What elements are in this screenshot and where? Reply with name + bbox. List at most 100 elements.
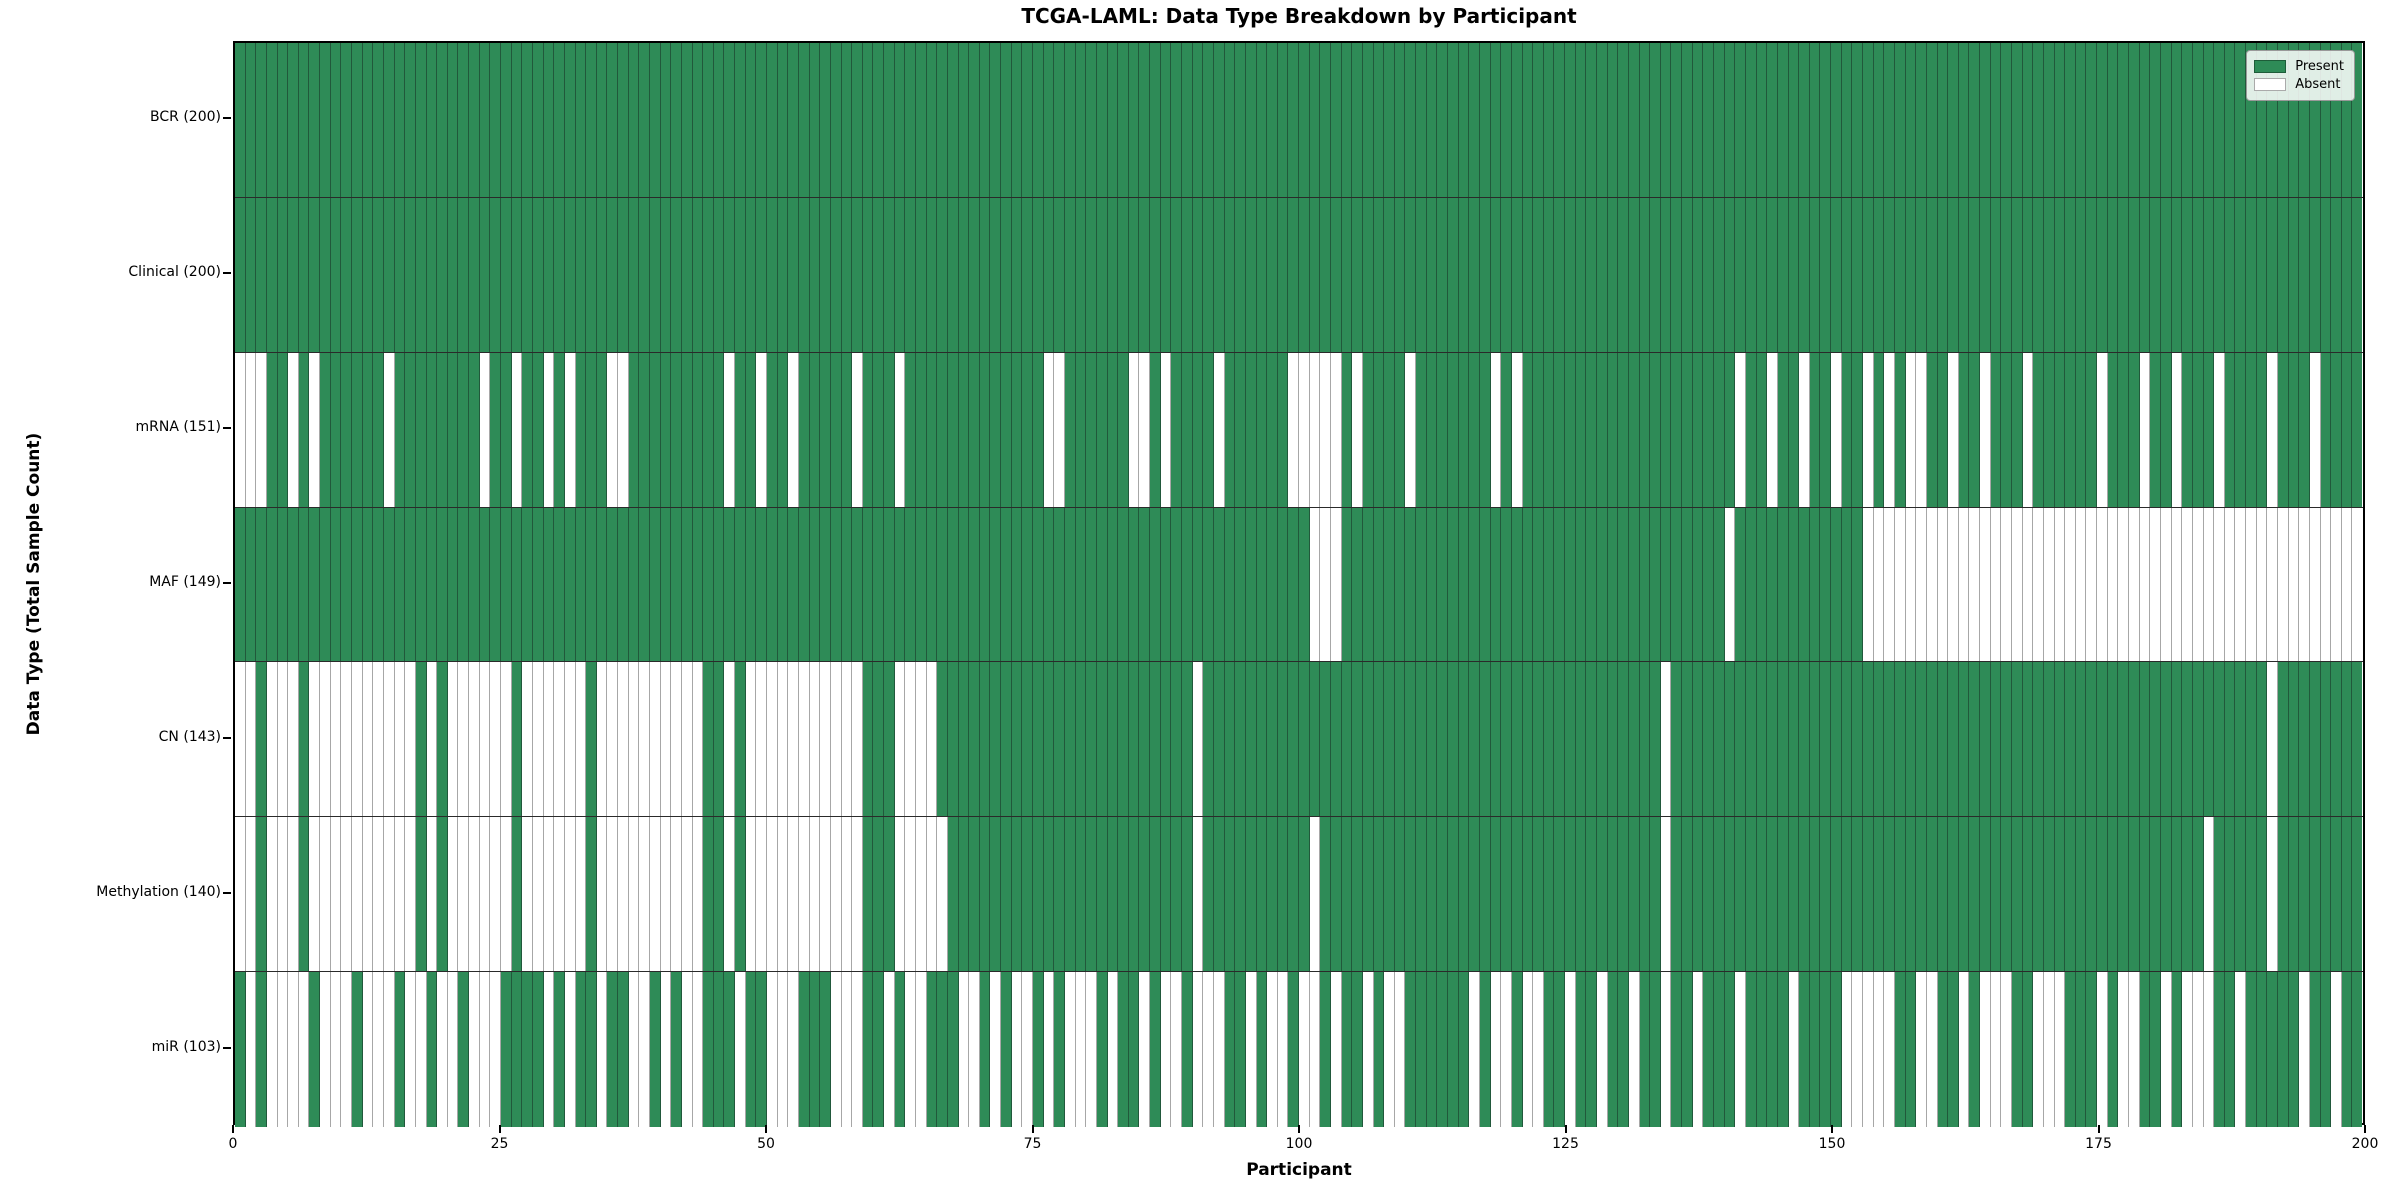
heatmap-cell <box>2022 972 2034 1127</box>
heatmap-cell <box>1171 662 1183 817</box>
heatmap-cell <box>777 817 789 972</box>
heatmap-cell <box>1990 507 2002 662</box>
heatmap-cell <box>1224 197 1236 352</box>
heatmap-cell <box>2235 972 2247 1127</box>
heatmap-cell <box>1118 197 1129 352</box>
heatmap-cell <box>649 662 661 817</box>
heatmap-cell <box>394 662 406 817</box>
heatmap-cell <box>1692 972 1704 1127</box>
heatmap-cell <box>1767 662 1778 817</box>
heatmap-cell <box>1852 352 1864 507</box>
heatmap-cell <box>352 507 363 662</box>
heatmap-cell <box>2001 972 2012 1127</box>
heatmap-cell <box>575 817 587 972</box>
heatmap-cell <box>2033 817 2044 972</box>
heatmap-cell <box>245 43 257 197</box>
heatmap-cell <box>1969 972 1981 1127</box>
heatmap-cell <box>575 197 587 352</box>
heatmap-cell <box>926 662 938 817</box>
heatmap-cell <box>1416 352 1427 507</box>
heatmap-cell <box>1054 817 1065 972</box>
heatmap-cell <box>618 972 629 1127</box>
heatmap-cell <box>1618 662 1629 817</box>
heatmap-cell <box>2320 662 2332 817</box>
heatmap-cell <box>1724 662 1736 817</box>
heatmap-cell <box>990 43 1002 197</box>
heatmap-cell <box>298 972 310 1127</box>
heatmap-row-miR <box>235 972 2363 1127</box>
heatmap-cell <box>1671 972 1683 1127</box>
heatmap-cell <box>1660 352 1672 507</box>
heatmap-cell <box>1384 352 1395 507</box>
heatmap-cell <box>1873 662 1885 817</box>
heatmap-cell <box>1394 662 1406 817</box>
heatmap-cell <box>1118 817 1129 972</box>
heatmap-cell <box>1458 662 1470 817</box>
heatmap-cell <box>2192 662 2204 817</box>
heatmap-cell <box>256 352 267 507</box>
heatmap-cell <box>979 817 991 972</box>
heatmap-cell <box>1756 43 1768 197</box>
heatmap-plot-area: Present Absent <box>233 41 2365 1127</box>
heatmap-cell <box>277 43 289 197</box>
heatmap-cell <box>1575 197 1587 352</box>
heatmap-cell <box>1448 43 1459 197</box>
heatmap-cell <box>2192 817 2204 972</box>
heatmap-cell <box>245 662 257 817</box>
heatmap-cell <box>671 197 682 352</box>
heatmap-cell <box>1714 817 1725 972</box>
heatmap-cell <box>1671 817 1683 972</box>
heatmap-cell <box>2065 352 2076 507</box>
heatmap-cell <box>745 662 757 817</box>
heatmap-cell <box>777 507 789 662</box>
heatmap-cell <box>969 352 980 507</box>
heatmap-cell <box>1926 507 1938 662</box>
heatmap-cell <box>298 197 310 352</box>
heatmap-cell <box>1469 43 1480 197</box>
heatmap-cell <box>1469 972 1480 1127</box>
heatmap-cell <box>2352 662 2363 817</box>
heatmap-cell <box>2129 817 2140 972</box>
heatmap-cell <box>1182 662 1193 817</box>
heatmap-cell <box>426 43 438 197</box>
heatmap-cell <box>703 507 714 662</box>
heatmap-cell <box>735 352 746 507</box>
heatmap-cell <box>1075 507 1087 662</box>
heatmap-cell <box>2182 817 2193 972</box>
heatmap-cell <box>1522 507 1534 662</box>
heatmap-cell <box>2160 352 2172 507</box>
heatmap-cell <box>2150 817 2161 972</box>
x-tick-mark <box>498 1125 501 1133</box>
heatmap-cell <box>1245 352 1257 507</box>
heatmap-cell <box>1086 972 1097 1127</box>
heatmap-cell <box>713 352 725 507</box>
heatmap-cell <box>830 197 842 352</box>
heatmap-cell <box>1405 972 1417 1127</box>
heatmap-cell <box>1852 507 1864 662</box>
heatmap-cell <box>607 817 619 972</box>
heatmap-cell <box>1937 817 1949 972</box>
heatmap-cell <box>894 972 906 1127</box>
heatmap-cell <box>341 43 353 197</box>
heatmap-cell <box>1416 197 1427 352</box>
heatmap-cell <box>618 817 629 972</box>
heatmap-cell <box>341 662 353 817</box>
heatmap-cell <box>288 507 299 662</box>
heatmap-cell <box>1554 507 1566 662</box>
heatmap-cell <box>2086 972 2098 1127</box>
heatmap-cell <box>735 662 746 817</box>
heatmap-cell <box>1607 43 1619 197</box>
heatmap-cell <box>1745 817 1757 972</box>
heatmap-cell <box>1618 972 1629 1127</box>
heatmap-cell <box>969 507 980 662</box>
heatmap-cell <box>1458 507 1470 662</box>
heatmap-cell <box>575 43 587 197</box>
heatmap-cell <box>1416 817 1427 972</box>
heatmap-cell <box>1033 43 1044 197</box>
heatmap-cell <box>1692 43 1704 197</box>
heatmap-cell <box>2320 972 2332 1127</box>
heatmap-cell <box>1650 197 1661 352</box>
heatmap-cell <box>2278 662 2289 817</box>
heatmap-cell <box>830 43 842 197</box>
heatmap-cell <box>947 507 959 662</box>
